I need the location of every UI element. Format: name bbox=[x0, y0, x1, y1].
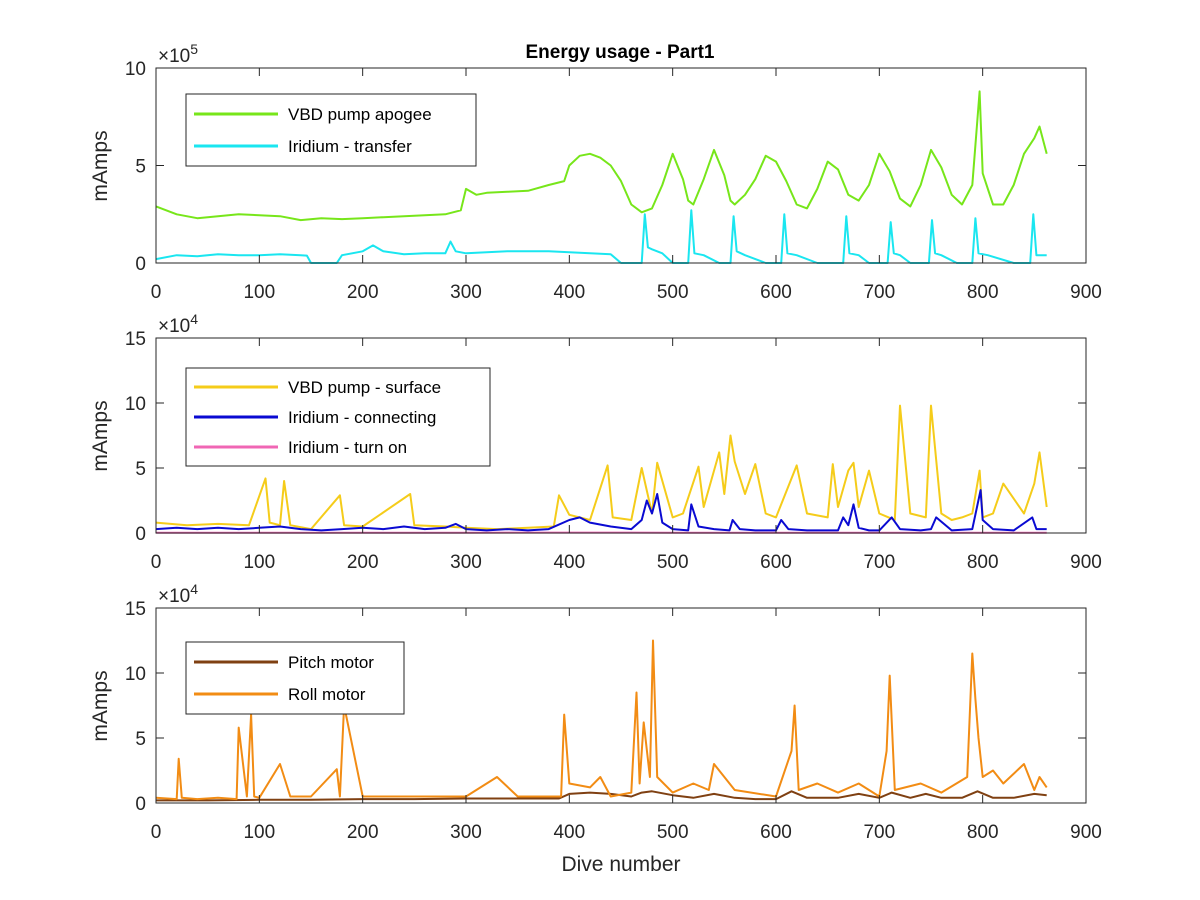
x-tick-label: 500 bbox=[657, 552, 689, 573]
y-tick-label: 15 bbox=[125, 329, 146, 350]
legend-entry: VBD pump - surface bbox=[288, 378, 441, 397]
chart-title: Energy usage - Part1 bbox=[525, 42, 714, 63]
x-axis: 0 100 200 300 400 500 600 700 800 900 bbox=[151, 338, 1102, 573]
x-tick-label: 900 bbox=[1070, 822, 1102, 843]
y-axis-label: mAmps bbox=[89, 130, 112, 201]
legend-entry: Roll motor bbox=[288, 685, 366, 704]
x-tick-label: 100 bbox=[243, 552, 275, 573]
legend-box bbox=[185, 641, 405, 715]
x-tick-label: 400 bbox=[553, 282, 585, 303]
legend: Pitch motor Roll motor bbox=[185, 641, 405, 715]
legend-box bbox=[185, 93, 477, 167]
x-tick-label: 0 bbox=[151, 552, 162, 573]
y-tick-label: 5 bbox=[135, 729, 146, 750]
panel-motors: 0 100 200 300 400 500 600 700 800 900 0 5 10 15 ×104… bbox=[89, 581, 1102, 876]
legend-entry: Iridium - connecting bbox=[288, 408, 436, 427]
panel-surface-iridium: 0 100 200 300 400 500 600 700 800 900 0 5 10 15 ×104… bbox=[89, 311, 1102, 573]
x-tick-label: 300 bbox=[450, 282, 482, 303]
x-axis-label: Dive number bbox=[561, 853, 680, 876]
y-exponent-label: ×105 bbox=[158, 41, 198, 67]
series-line-1 bbox=[155, 639, 1048, 801]
x-tick-label: 700 bbox=[863, 282, 895, 303]
series-line-0 bbox=[155, 90, 1048, 222]
panel-energy-part1: Energy usage - Part1 0 100 200 300 400 500 600… bbox=[89, 41, 1102, 303]
y-tick-label: 0 bbox=[135, 794, 146, 815]
x-tick-label: 700 bbox=[863, 822, 895, 843]
x-tick-label: 500 bbox=[657, 822, 689, 843]
y-tick-label: 10 bbox=[125, 59, 146, 80]
x-tick-label: 200 bbox=[347, 822, 379, 843]
x-axis: 0 100 200 300 400 500 600 700 800 900 bbox=[151, 608, 1102, 843]
x-tick-label: 600 bbox=[760, 282, 792, 303]
x-tick-label: 800 bbox=[967, 822, 999, 843]
x-tick-label: 0 bbox=[151, 822, 162, 843]
y-tick-label: 10 bbox=[125, 664, 146, 685]
axes-box bbox=[155, 337, 1087, 534]
x-tick-label: 400 bbox=[553, 552, 585, 573]
x-tick-label: 200 bbox=[347, 282, 379, 303]
y-exponent-label: ×104 bbox=[158, 311, 198, 337]
x-tick-label: 600 bbox=[760, 822, 792, 843]
y-tick-label: 5 bbox=[135, 157, 146, 178]
y-tick-label: 0 bbox=[135, 524, 146, 545]
x-tick-label: 900 bbox=[1070, 282, 1102, 303]
x-tick-label: 900 bbox=[1070, 552, 1102, 573]
y-tick-label: 10 bbox=[125, 394, 146, 415]
legend: VBD pump - surface Iridium - connecting Ir… bbox=[185, 367, 491, 467]
series-layer bbox=[155, 639, 1048, 802]
x-tick-label: 500 bbox=[657, 282, 689, 303]
x-tick-label: 0 bbox=[151, 282, 162, 303]
legend-entry: Iridium - turn on bbox=[288, 438, 407, 457]
y-exponent-label: ×104 bbox=[158, 581, 198, 607]
x-tick-label: 700 bbox=[863, 552, 895, 573]
series-line-1 bbox=[155, 209, 1047, 264]
y-tick-label: 5 bbox=[135, 459, 146, 480]
x-axis: 0 100 200 300 400 500 600 700 800 900 bbox=[151, 68, 1102, 303]
series-line-0 bbox=[155, 404, 1048, 531]
y-axis: 0 5 10 bbox=[125, 59, 1086, 275]
legend-entry: Pitch motor bbox=[288, 653, 374, 672]
legend-entry: Iridium - transfer bbox=[288, 137, 412, 156]
x-tick-label: 800 bbox=[967, 552, 999, 573]
y-axis-label: mAmps bbox=[89, 670, 112, 741]
x-tick-label: 600 bbox=[760, 552, 792, 573]
series-line-0 bbox=[156, 790, 1047, 802]
axes-box bbox=[155, 607, 1087, 804]
y-tick-label: 0 bbox=[135, 254, 146, 275]
legend: VBD pump apogee Iridium - transfer bbox=[185, 93, 477, 167]
y-tick-label: 15 bbox=[125, 599, 146, 620]
x-tick-label: 300 bbox=[450, 822, 482, 843]
y-axis: 0 5 10 15 bbox=[125, 329, 1086, 545]
y-axis-label: mAmps bbox=[89, 400, 112, 471]
x-tick-label: 300 bbox=[450, 552, 482, 573]
legend-entry: VBD pump apogee bbox=[288, 105, 432, 124]
x-tick-label: 400 bbox=[553, 822, 585, 843]
x-tick-label: 100 bbox=[243, 822, 275, 843]
x-tick-label: 200 bbox=[347, 552, 379, 573]
x-tick-label: 800 bbox=[967, 282, 999, 303]
x-tick-label: 100 bbox=[243, 282, 275, 303]
series-line-1 bbox=[155, 489, 1047, 532]
y-axis: 0 5 10 15 bbox=[125, 599, 1086, 815]
series-layer bbox=[155, 90, 1048, 264]
